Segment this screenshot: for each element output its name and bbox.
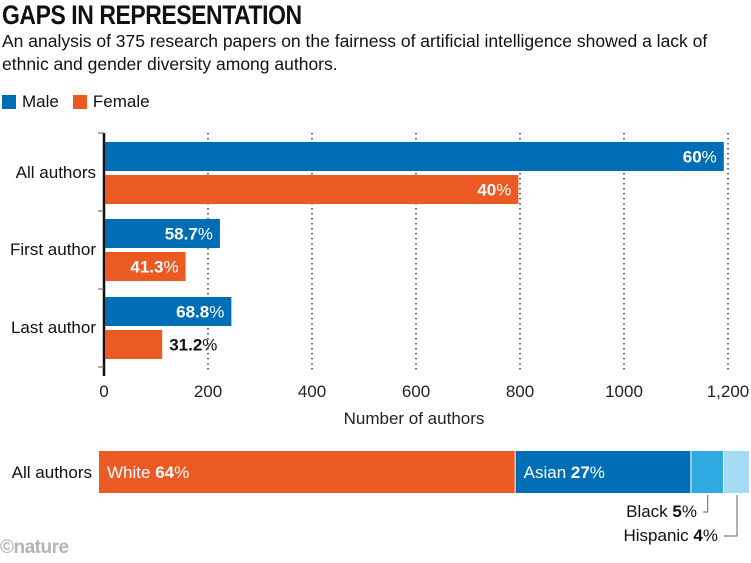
legend-female: Female — [72, 92, 150, 112]
segment-label-asian: Asian 27% — [524, 463, 605, 482]
chart-title: GAPS IN REPRESENTATION — [2, 0, 302, 30]
x-tick-label: 200 — [194, 382, 222, 401]
legend-label-female: Female — [92, 92, 150, 111]
segment-label-white: White 64% — [107, 463, 189, 482]
leader-line — [724, 495, 738, 537]
chart-subtitle: An analysis of 375 research papers on th… — [2, 31, 708, 74]
bar-female — [105, 330, 163, 359]
bar-male — [105, 142, 724, 171]
stacked-segment-white — [99, 451, 515, 493]
nature-logo: ©nature — [0, 537, 69, 558]
bar-male — [105, 297, 232, 326]
x-tick-label: 800 — [506, 382, 534, 401]
stacked-segment-asian — [515, 451, 691, 493]
legend-swatch-male — [2, 95, 16, 109]
y-category-label: Last author — [11, 318, 96, 337]
y-category-label: All authors — [16, 163, 96, 182]
x-tick-label: 600 — [402, 382, 430, 401]
stacked-segment-black — [691, 451, 723, 493]
x-axis-label: Number of authors — [344, 409, 485, 428]
legend-male: Male — [2, 92, 59, 112]
y-category-label: First author — [10, 240, 96, 259]
segment-label-black: Black 5% — [626, 502, 697, 521]
bar-label-male: 60% — [683, 148, 717, 167]
x-tick-label: 400 — [298, 382, 326, 401]
segment-label-hispanic: Hispanic 4% — [623, 526, 718, 545]
stacked-segment-hispanic — [723, 451, 749, 493]
x-tick-label: 1000 — [605, 382, 643, 401]
bar-label-male: 68.8% — [176, 303, 224, 322]
legend: Male Female — [2, 92, 150, 112]
bar-label-female: 41.3% — [130, 258, 178, 277]
bar-label-female: 40% — [477, 181, 511, 200]
bar-male — [105, 219, 220, 248]
bar-female — [105, 252, 186, 281]
bar-female — [105, 175, 519, 204]
bar-label-male: 58.7% — [165, 225, 213, 244]
bar-label-female: 31.2% — [169, 336, 217, 355]
legend-swatch-female — [72, 95, 87, 109]
x-tick-label: 0 — [99, 382, 108, 401]
stacked-category-label: All authors — [12, 463, 92, 482]
x-tick-label: 1,200 — [707, 382, 750, 401]
legend-label-male: Male — [22, 92, 59, 111]
leader-line — [703, 495, 709, 513]
